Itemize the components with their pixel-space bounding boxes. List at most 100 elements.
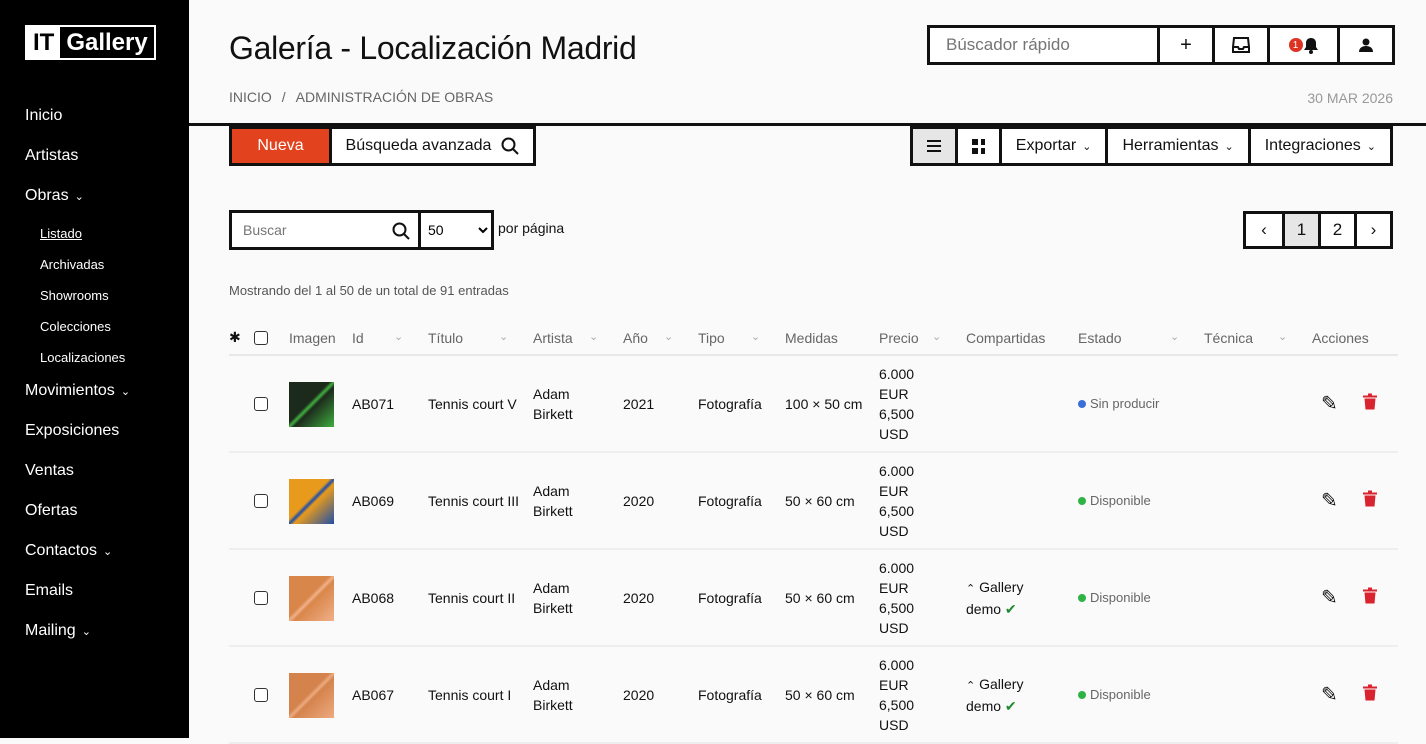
column-header-7[interactable]: Precio (879, 330, 919, 346)
sort-chevron-icon[interactable]: ⌄ (751, 331, 761, 343)
view-toolbar: Exportar ⌄ Herramientas ⌄ Integraciones ⌄ (909, 126, 1393, 166)
chevron-down-icon: ⌄ (1366, 140, 1376, 153)
sidebar-item-colecciones[interactable]: Colecciones (25, 317, 130, 348)
notifications-button[interactable]: 1 (1267, 28, 1337, 62)
sidebar-item-inicio[interactable]: Inicio (25, 104, 130, 144)
artwork-id[interactable]: AB067 (352, 686, 395, 703)
column-header-5[interactable]: Tipo (698, 330, 725, 346)
delete-trash-icon[interactable] (1363, 684, 1377, 705)
sidebar-item-emails[interactable]: Emails (25, 579, 130, 619)
column-header-2[interactable]: Título (428, 330, 464, 346)
export-dropdown[interactable]: Exportar ⌄ (998, 129, 1106, 163)
sidebar-item-ventas[interactable]: Ventas (25, 459, 130, 499)
column-header-9[interactable]: Estado (1078, 330, 1122, 346)
logo[interactable]: IT Gallery (25, 25, 156, 60)
sidebar-item-artistas[interactable]: Artistas (25, 144, 130, 184)
settings-gear-icon[interactable]: ✱ (229, 329, 241, 345)
row-checkbox[interactable] (254, 494, 268, 508)
artwork-thumbnail[interactable] (289, 576, 334, 621)
advanced-search-button[interactable]: Búsqueda avanzada (329, 126, 536, 166)
per-page-select[interactable]: 50 (418, 213, 491, 247)
sidebar-item-ofertas[interactable]: Ofertas (25, 499, 130, 539)
sort-chevron-icon[interactable]: ⌄ (1278, 331, 1288, 343)
artwork-id[interactable]: AB069 (352, 492, 395, 509)
user-icon (1359, 38, 1373, 52)
add-button[interactable]: + (1157, 28, 1212, 62)
column-header-0: Imagen (289, 330, 336, 346)
edit-pencil-icon[interactable]: ✎ (1321, 586, 1338, 609)
table-row: AB067 Tennis court I Adam Birkett 2020 F… (229, 647, 1398, 744)
sort-chevron-icon[interactable]: ⌄ (664, 331, 674, 343)
sidebar-item-label: Localizaciones (40, 350, 126, 365)
page-1-button[interactable]: 1 (1282, 214, 1318, 246)
column-header-1[interactable]: Id (352, 330, 364, 346)
sidebar-item-mailing[interactable]: Mailing ⌄ (25, 619, 130, 659)
notification-badge: 1 (1288, 38, 1303, 52)
page-2-button[interactable]: 2 (1318, 214, 1354, 246)
sidebar-item-contactos[interactable]: Contactos ⌄ (25, 539, 130, 579)
sidebar-item-archivadas[interactable]: Archivadas (25, 255, 130, 286)
column-header-10[interactable]: Técnica (1204, 330, 1254, 346)
row-checkbox[interactable] (254, 397, 268, 411)
artwork-title: Tennis court II (428, 589, 516, 606)
quick-search-input[interactable] (930, 28, 1157, 62)
sort-chevron-icon[interactable]: ⌄ (932, 331, 942, 343)
column-header-4[interactable]: Año (623, 330, 648, 346)
new-button[interactable]: Nueva (229, 126, 332, 166)
artwork-price: 6.000 EUR 6,500 USD (879, 559, 915, 636)
table-search: 50 (229, 210, 494, 250)
list-view-button[interactable] (912, 129, 955, 163)
edit-pencil-icon[interactable]: ✎ (1321, 683, 1338, 706)
artwork-artist: Adam Birkett (533, 579, 573, 616)
table-search-input[interactable] (232, 213, 418, 247)
delete-trash-icon[interactable] (1363, 393, 1377, 414)
sort-chevron-icon[interactable]: ⌄ (499, 331, 509, 343)
sort-chevron-icon[interactable]: ⌄ (394, 331, 404, 343)
grid-view-button[interactable] (954, 129, 999, 163)
tools-dropdown[interactable]: Herramientas ⌄ (1105, 129, 1248, 163)
sidebar-item-listado[interactable]: Listado (25, 224, 130, 255)
edit-pencil-icon[interactable]: ✎ (1321, 489, 1338, 512)
user-button[interactable] (1337, 28, 1392, 62)
sidebar-item-movimientos[interactable]: Movimientos ⌄ (25, 379, 130, 419)
sidebar-item-label: Showrooms (40, 288, 109, 303)
artwork-year: 2021 (623, 395, 655, 412)
status-label: Disponible (1090, 492, 1151, 508)
artwork-thumbnail[interactable] (289, 382, 334, 427)
sidebar-item-label: Ventas (25, 462, 74, 479)
artwork-thumbnail[interactable] (289, 479, 334, 524)
sidebar-item-label: Colecciones (40, 319, 111, 334)
sidebar-item-label: Ofertas (25, 502, 78, 519)
breadcrumb-home[interactable]: INICIO (229, 89, 272, 105)
sidebar-item-exposiciones[interactable]: Exposiciones (25, 419, 130, 459)
artwork-size: 50 × 60 cm (785, 686, 855, 703)
row-checkbox[interactable] (254, 688, 268, 702)
next-page-button[interactable]: › (1354, 214, 1390, 246)
list-icon (926, 140, 941, 152)
chevron-down-icon: ⌄ (1082, 140, 1092, 153)
sort-chevron-icon[interactable]: ⌄ (1170, 331, 1180, 343)
prev-page-button[interactable]: ‹ (1246, 214, 1282, 246)
edit-pencil-icon[interactable]: ✎ (1321, 392, 1338, 415)
row-checkbox[interactable] (254, 591, 268, 605)
integrations-dropdown[interactable]: Integraciones ⌄ (1247, 129, 1390, 163)
artwork-type: Fotografía (698, 589, 762, 606)
select-all-checkbox[interactable] (254, 331, 268, 345)
sidebar-item-label: Exposiciones (25, 422, 120, 439)
artwork-size: 50 × 60 cm (785, 589, 855, 606)
sidebar-item-label: Listado (40, 226, 82, 241)
artwork-id[interactable]: AB071 (352, 395, 395, 412)
delete-trash-icon[interactable] (1363, 587, 1377, 608)
artwork-thumbnail[interactable] (289, 673, 334, 718)
sidebar-item-label: Contactos (25, 542, 98, 559)
sidebar-item-obras[interactable]: Obras ⌄ (25, 184, 130, 224)
column-header-3[interactable]: Artista (533, 330, 573, 346)
per-page-label: por página (498, 220, 565, 236)
sidebar-item-label: Mailing (25, 622, 76, 639)
sidebar-item-localizaciones[interactable]: Localizaciones (25, 348, 130, 379)
delete-trash-icon[interactable] (1363, 490, 1377, 511)
sort-chevron-icon[interactable]: ⌄ (589, 331, 599, 343)
artwork-id[interactable]: AB068 (352, 589, 395, 606)
inbox-button[interactable] (1212, 28, 1267, 62)
sidebar-item-showrooms[interactable]: Showrooms (25, 286, 130, 317)
